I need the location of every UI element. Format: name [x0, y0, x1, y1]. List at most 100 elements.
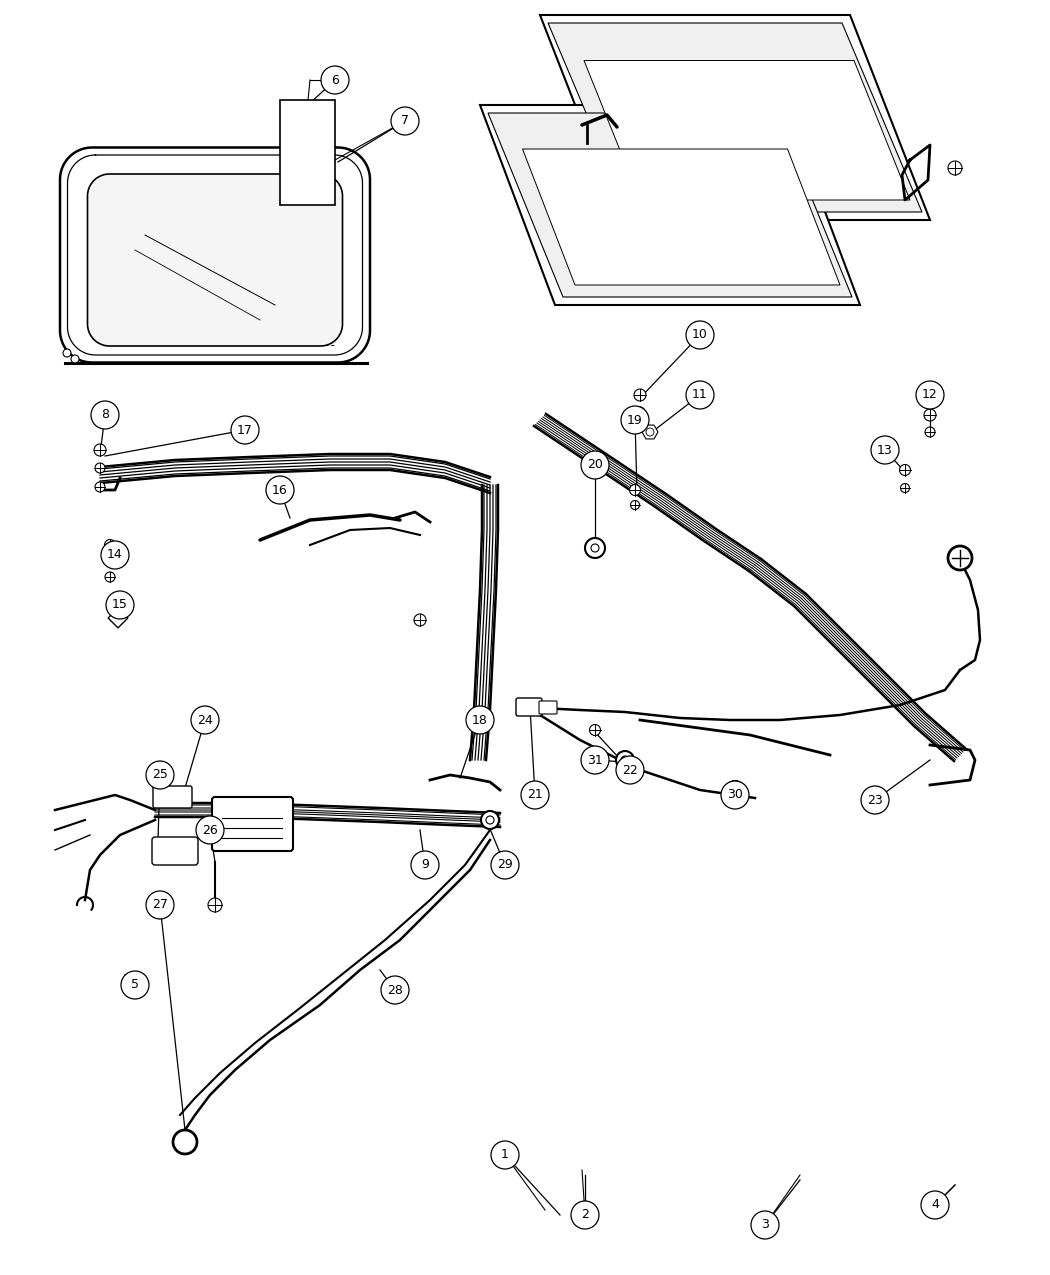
Polygon shape	[523, 149, 840, 286]
Text: 31: 31	[587, 754, 603, 766]
Circle shape	[872, 436, 899, 464]
Circle shape	[491, 1141, 519, 1169]
Circle shape	[381, 975, 410, 1003]
Circle shape	[231, 416, 259, 444]
Text: 23: 23	[867, 793, 883, 807]
Circle shape	[146, 761, 174, 789]
FancyBboxPatch shape	[152, 836, 198, 864]
Text: 11: 11	[692, 389, 708, 402]
Polygon shape	[540, 15, 930, 221]
Circle shape	[921, 1191, 949, 1219]
Polygon shape	[488, 113, 852, 297]
Circle shape	[94, 444, 106, 456]
Circle shape	[686, 321, 714, 349]
Circle shape	[721, 782, 749, 810]
Circle shape	[621, 756, 629, 764]
Circle shape	[94, 482, 105, 492]
Circle shape	[634, 389, 646, 402]
Circle shape	[900, 464, 910, 476]
Circle shape	[916, 381, 944, 409]
Circle shape	[466, 706, 493, 734]
FancyBboxPatch shape	[516, 697, 542, 717]
Circle shape	[486, 816, 494, 824]
Circle shape	[589, 724, 601, 736]
Text: 27: 27	[152, 899, 168, 912]
Circle shape	[585, 538, 605, 558]
Circle shape	[411, 850, 439, 878]
Text: 10: 10	[692, 329, 708, 342]
Circle shape	[71, 354, 79, 363]
Circle shape	[861, 785, 889, 813]
Text: 7: 7	[401, 115, 410, 128]
Circle shape	[571, 1201, 598, 1229]
Polygon shape	[480, 105, 860, 305]
FancyBboxPatch shape	[539, 701, 556, 714]
Polygon shape	[87, 173, 342, 346]
Text: 20: 20	[587, 459, 603, 472]
Text: 3: 3	[761, 1219, 769, 1232]
Polygon shape	[548, 23, 922, 212]
Circle shape	[726, 782, 744, 799]
Text: 17: 17	[237, 423, 253, 436]
Text: 24: 24	[197, 714, 213, 727]
Circle shape	[191, 706, 219, 734]
Text: 19: 19	[627, 413, 643, 427]
Text: 15: 15	[112, 598, 128, 612]
Circle shape	[105, 539, 116, 551]
Circle shape	[581, 746, 609, 774]
Circle shape	[616, 756, 644, 784]
Circle shape	[521, 782, 549, 810]
Text: 6: 6	[331, 74, 339, 87]
Text: 29: 29	[497, 858, 512, 872]
Circle shape	[630, 501, 639, 510]
Text: 8: 8	[101, 408, 109, 422]
Circle shape	[391, 107, 419, 135]
Text: 25: 25	[152, 769, 168, 782]
Text: 30: 30	[727, 788, 743, 802]
Circle shape	[173, 1130, 197, 1154]
Circle shape	[91, 402, 119, 428]
Text: 21: 21	[527, 788, 543, 802]
Text: 26: 26	[202, 824, 218, 836]
Polygon shape	[60, 148, 370, 362]
Circle shape	[591, 544, 598, 552]
Circle shape	[621, 405, 649, 434]
Text: 2: 2	[581, 1209, 589, 1221]
Bar	[280, 99, 335, 205]
Circle shape	[414, 615, 426, 626]
Text: 14: 14	[107, 548, 123, 561]
Text: 5: 5	[131, 978, 139, 992]
Circle shape	[901, 483, 909, 492]
Bar	[108, 608, 128, 627]
Text: 22: 22	[622, 764, 638, 776]
Text: 12: 12	[922, 389, 938, 402]
Circle shape	[481, 811, 499, 829]
Circle shape	[266, 476, 294, 504]
Polygon shape	[584, 60, 910, 200]
Circle shape	[751, 1211, 779, 1239]
Text: 13: 13	[877, 444, 892, 456]
Circle shape	[105, 555, 116, 565]
Circle shape	[146, 891, 174, 919]
Text: 28: 28	[387, 983, 403, 997]
FancyBboxPatch shape	[153, 785, 192, 808]
Text: 18: 18	[472, 714, 488, 727]
Text: 9: 9	[421, 858, 429, 872]
Circle shape	[948, 161, 962, 175]
Circle shape	[63, 349, 71, 357]
Circle shape	[948, 546, 972, 570]
Text: 4: 4	[931, 1198, 939, 1211]
Text: 16: 16	[272, 483, 288, 496]
Circle shape	[121, 972, 149, 1000]
Circle shape	[196, 816, 224, 844]
Circle shape	[581, 451, 609, 479]
Circle shape	[924, 409, 936, 421]
Polygon shape	[642, 425, 658, 439]
Circle shape	[491, 850, 519, 878]
Circle shape	[616, 751, 634, 769]
Text: 1: 1	[501, 1149, 509, 1162]
Circle shape	[101, 541, 129, 569]
Circle shape	[106, 592, 134, 618]
Circle shape	[630, 484, 640, 496]
Circle shape	[321, 66, 349, 94]
